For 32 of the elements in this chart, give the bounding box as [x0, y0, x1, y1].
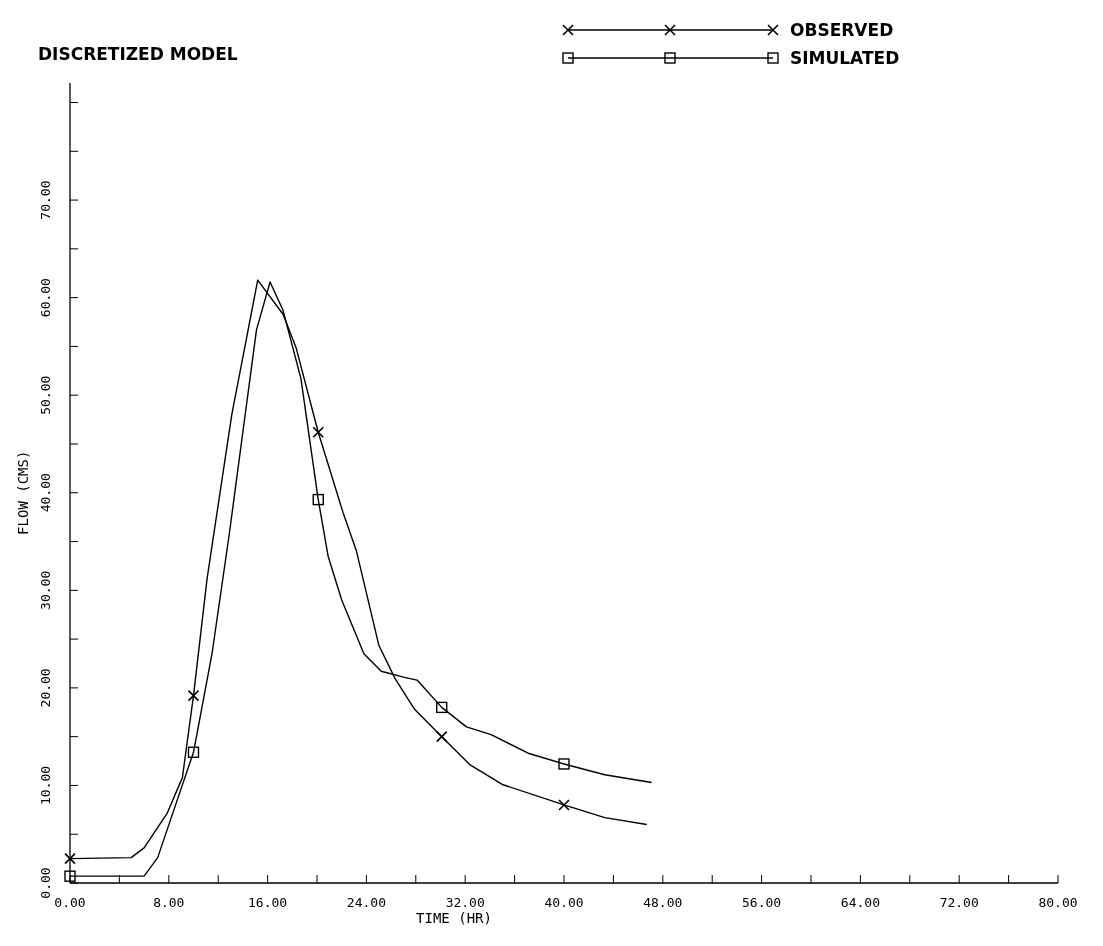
point	[558, 758, 570, 770]
point	[558, 799, 570, 811]
x-tick-label: 24.00	[346, 895, 386, 910]
y-axis-title: FLOW (CMS)	[15, 450, 31, 535]
chart-title: DISCRETIZED MODEL	[38, 44, 238, 64]
y-tick-label: 60.00	[38, 278, 53, 318]
x-tick-label: 48.00	[643, 895, 683, 910]
point	[312, 426, 325, 439]
point	[312, 493, 324, 506]
x-tick-label: 72.00	[939, 895, 979, 910]
legend-label: OBSERVED	[790, 20, 894, 40]
x-tick-label: 80.00	[1038, 895, 1078, 910]
point	[435, 730, 448, 743]
x-tick-label: 64.00	[840, 895, 880, 910]
y-tick-label: 40.00	[38, 473, 53, 513]
x-tick-label: 0.00	[54, 895, 86, 910]
y-tick-label: 10.00	[38, 765, 53, 806]
point	[64, 852, 76, 865]
point	[187, 689, 200, 702]
y-tick-label: 50.00	[38, 375, 53, 415]
x-tick-label: 40.00	[544, 895, 584, 910]
point	[187, 746, 200, 758]
x-tick-label: 56.00	[742, 895, 782, 910]
y-tick-label: 20.00	[38, 668, 53, 708]
y-tick-label: 30.00	[38, 570, 53, 610]
y-tick-label: 70.00	[38, 180, 53, 220]
x-axis-title: TIME (HR)	[416, 910, 492, 926]
point	[436, 701, 448, 714]
x-tick-label: 8.00	[153, 895, 185, 910]
x-tick-label: 16.00	[248, 895, 288, 910]
x-tick-label: 32.00	[445, 895, 485, 910]
legend-label: SIMULATED	[790, 48, 900, 68]
